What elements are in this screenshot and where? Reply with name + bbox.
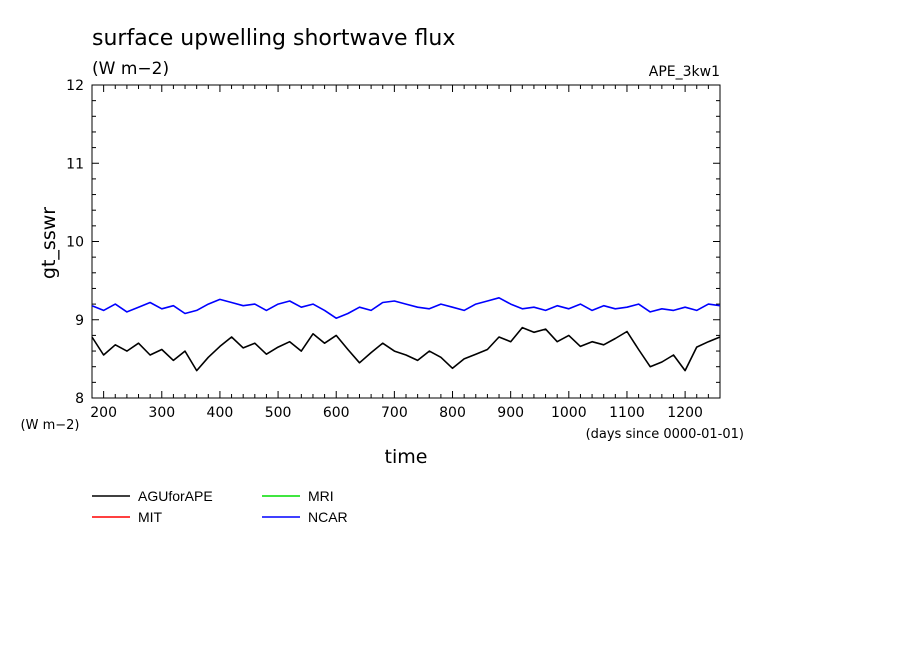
- legend: AGUforAPE MIT MRI NCAR: [92, 488, 348, 525]
- y-axis-ticks: 8 9 10 11 12: [66, 78, 720, 407]
- x-tick-label: 400: [207, 405, 234, 421]
- x-tick-label: 500: [265, 405, 292, 421]
- x-axis-ticks: 200 300 400 500 600 700 800 900 1000 1100 1200: [90, 85, 721, 421]
- y-tick-label: 10: [66, 235, 84, 251]
- x-tick-label: 1000: [551, 405, 587, 421]
- plot-frame: [91, 84, 721, 399]
- legend-label: AGUforAPE: [138, 488, 213, 504]
- series-lines: [91, 297, 721, 372]
- x-tick-label: 600: [323, 405, 350, 421]
- x-tick-label: 200: [90, 405, 117, 421]
- chart-units: (W m−2): [92, 59, 169, 79]
- x-tick-label: 800: [439, 405, 466, 421]
- experiment-label: APE_3kw1: [649, 64, 720, 80]
- legend-label: MIT: [138, 509, 163, 525]
- x-tick-label: 300: [148, 405, 175, 421]
- chart-title: surface upwelling shortwave flux: [92, 26, 455, 51]
- x-tick-label: 1200: [667, 405, 703, 421]
- x-tick-label: 900: [497, 405, 524, 421]
- y-tick-label: 8: [75, 391, 84, 407]
- legend-label: NCAR: [308, 509, 348, 525]
- y-tick-label: 12: [66, 78, 84, 94]
- y-tick-label: 11: [66, 156, 84, 172]
- y-axis-label: gt_sswr: [38, 207, 60, 279]
- series-line-ncar: [91, 297, 721, 319]
- x-axis-units: (days since 0000-01-01): [586, 427, 744, 442]
- x-tick-label: 700: [381, 405, 408, 421]
- y-axis-units: (W m−2): [21, 418, 80, 433]
- series-line-aguforape: [91, 326, 721, 372]
- x-axis-label: time: [385, 446, 428, 468]
- legend-label: MRI: [308, 488, 334, 504]
- x-tick-label: 1100: [609, 405, 645, 421]
- y-tick-label: 9: [75, 313, 84, 329]
